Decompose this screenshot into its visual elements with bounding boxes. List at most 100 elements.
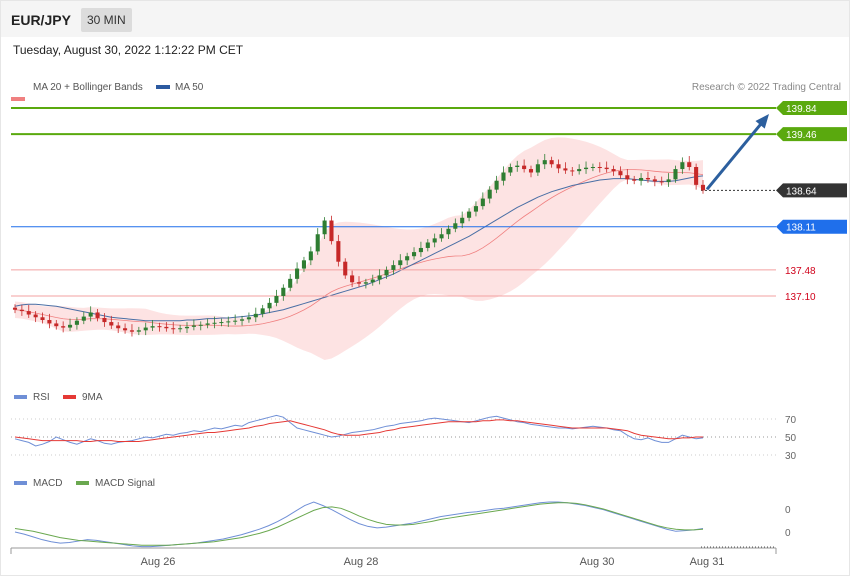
candle-body xyxy=(632,179,637,181)
legend-label-ma50: MA 50 xyxy=(175,82,204,93)
candle-body xyxy=(315,234,320,252)
candle-body xyxy=(597,167,602,169)
candle-body xyxy=(494,180,499,190)
candle-body xyxy=(391,265,396,270)
bollinger-band xyxy=(15,137,703,361)
candle-body xyxy=(542,160,547,165)
legend-swatch-ma50 xyxy=(156,85,170,89)
candle-body xyxy=(515,165,520,168)
candle-body xyxy=(480,198,485,207)
candle-body xyxy=(522,165,527,170)
candle-body xyxy=(549,160,554,165)
candle-body xyxy=(67,324,73,328)
candle-body xyxy=(150,326,155,328)
candle-body xyxy=(219,322,224,324)
candle-body xyxy=(295,268,300,279)
candle-body xyxy=(301,260,307,269)
candle-body xyxy=(673,169,678,180)
candle-body xyxy=(590,167,595,169)
candle-body xyxy=(198,324,203,326)
legend-label-macd: MACD xyxy=(33,478,62,489)
candle-body xyxy=(281,287,286,296)
candle-body xyxy=(398,260,403,266)
candle-body xyxy=(350,275,355,283)
time-axis: Aug 26 Aug 28 Aug 30 Aug 31 xyxy=(10,547,777,568)
rsi-levels: 70 50 30 xyxy=(11,415,797,462)
level-tag-139.84 xyxy=(776,101,847,115)
rsi-ma-line xyxy=(14,419,703,442)
candle-body xyxy=(88,312,93,317)
legend-swatch-ma20 xyxy=(11,97,25,101)
candle-body xyxy=(61,326,66,328)
candle-body xyxy=(260,308,265,314)
candle-body xyxy=(329,220,334,242)
candle-body xyxy=(666,179,671,183)
level-label-139.46: 139.46 xyxy=(786,130,817,141)
macd-level-label-1: 0 xyxy=(785,528,791,539)
candle-body xyxy=(687,162,692,168)
candle-body xyxy=(12,307,18,310)
candle-body xyxy=(33,314,38,318)
candle-body xyxy=(563,168,568,171)
legend-swatch-macd xyxy=(14,481,27,485)
candle-body xyxy=(171,328,176,330)
candle-body xyxy=(253,313,258,318)
legend-label-rsi-ma: 9MA xyxy=(82,392,103,403)
candle-body xyxy=(157,326,162,328)
candle-body xyxy=(239,319,245,321)
last-price-tag xyxy=(776,183,847,198)
candle-body xyxy=(81,316,86,321)
candle-body xyxy=(123,328,128,331)
candle-body xyxy=(322,220,327,235)
price-levels: 139.84 139.46 138.64 138.11 137.48 137.10 xyxy=(11,101,847,303)
candle-body xyxy=(604,167,609,170)
level-tag-139.46 xyxy=(776,127,847,142)
candle-body xyxy=(556,164,561,169)
timeframe-badge[interactable]: 30 MIN xyxy=(81,8,132,32)
candle-body xyxy=(680,162,685,170)
copyright: Research © 2022 Trading Central xyxy=(692,82,841,93)
candle-body xyxy=(611,169,616,172)
candle-body xyxy=(501,172,506,181)
target-arrowhead xyxy=(755,114,769,129)
candle-body xyxy=(535,164,540,173)
candle-body xyxy=(343,261,348,276)
candle-body xyxy=(439,234,444,239)
candle-body xyxy=(425,242,430,248)
candle-body xyxy=(205,323,210,325)
date-line: Tuesday, August 30, 2022 1:12:22 PM CET xyxy=(13,43,244,57)
candle-body xyxy=(308,251,313,261)
candle-body xyxy=(274,296,279,303)
level-label-138.11: 138.11 xyxy=(786,223,816,234)
candle-body xyxy=(19,309,24,312)
candle-body xyxy=(74,320,79,325)
candle-body xyxy=(40,317,45,321)
x-tick-label: Aug 28 xyxy=(344,556,379,568)
candle-body xyxy=(508,167,513,173)
candle-body xyxy=(288,278,293,288)
macd-pane: MACD MACD Signal 00 xyxy=(14,478,791,548)
legend-swatch-rsi xyxy=(14,395,27,399)
candle-body xyxy=(246,317,251,320)
last-price-label: 138.64 xyxy=(786,186,817,197)
macd-signal-line xyxy=(14,502,704,546)
level-label-139.84: 139.84 xyxy=(786,104,817,115)
header-bar: EUR/JPY 30 MIN xyxy=(1,1,849,37)
candle-body xyxy=(446,228,451,235)
candle-body xyxy=(184,326,190,329)
candle-body xyxy=(645,177,651,180)
candle-body xyxy=(54,323,59,327)
candle-body xyxy=(432,238,437,243)
candle-body xyxy=(129,330,135,332)
rsi-level-label-50: 50 xyxy=(785,433,797,444)
candle-body xyxy=(639,177,644,181)
rsi-level-label-30: 30 xyxy=(785,451,797,462)
candle-body xyxy=(109,322,114,326)
candle-body xyxy=(618,171,623,176)
candle-body xyxy=(356,282,362,284)
candle-body xyxy=(652,179,657,182)
candle-body xyxy=(528,169,534,173)
candle-body xyxy=(577,169,582,172)
candle-body xyxy=(233,320,238,322)
